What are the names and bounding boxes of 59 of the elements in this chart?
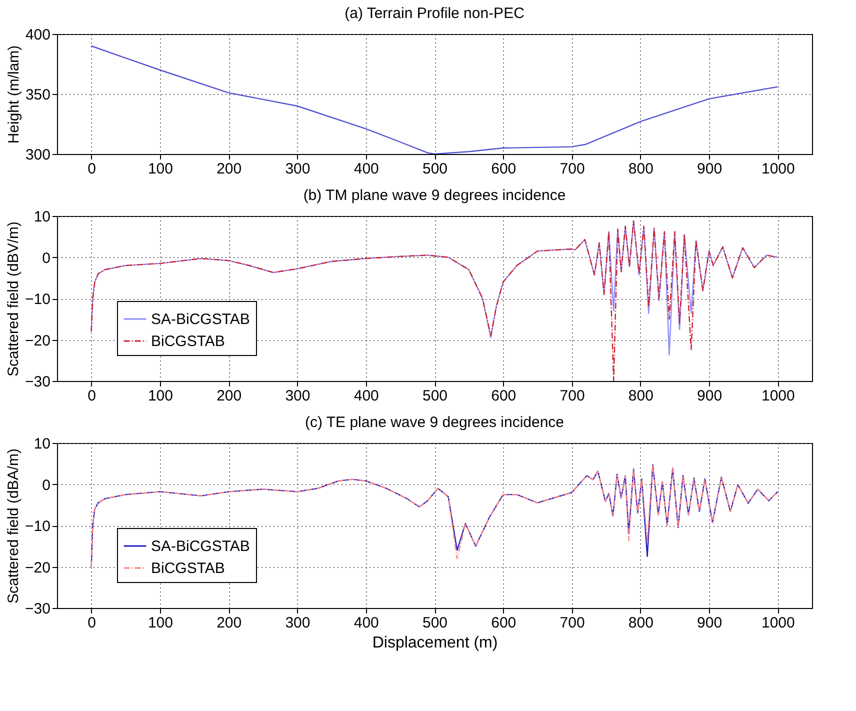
x-tick-label: 500: [422, 388, 448, 404]
x-tick-label: 1000: [761, 388, 795, 404]
x-tick-label: 800: [628, 160, 654, 178]
x-tick-label: 900: [697, 160, 722, 178]
y-tick-label: −10: [25, 518, 50, 535]
x-tick-label: 200: [216, 614, 242, 632]
x-tick-label: 0: [88, 388, 96, 404]
x-tick-label: 700: [560, 160, 585, 178]
x-tick-label: 600: [491, 388, 516, 404]
y-axis-title: Height (m/lam): [5, 45, 22, 144]
x-tick-label: 600: [491, 160, 516, 178]
y-tick-label: 0: [42, 250, 50, 267]
x-tick-label: 0: [88, 160, 96, 178]
x-tick-label: 800: [628, 388, 654, 404]
x-axis-title: Displacement (m): [372, 634, 498, 652]
chart-title: (a) Terrain Profile non-PEC: [344, 5, 525, 22]
legend-label: BiCGSTAB: [151, 333, 225, 350]
y-tick-label: −20: [25, 332, 50, 350]
x-tick-label: 100: [148, 614, 173, 632]
legend-label: SA-BiCGSTAB: [151, 311, 250, 328]
y-tick-label: 10: [34, 208, 50, 226]
x-tick-label: 500: [422, 614, 448, 632]
x-tick-label: 1000: [761, 614, 795, 632]
y-tick-label: 400: [25, 26, 50, 44]
y-axis-title: Scattered field (dBV/m): [5, 221, 22, 377]
x-tick-label: 600: [491, 614, 516, 632]
x-tick-label: 500: [422, 160, 448, 178]
y-tick-label: 350: [25, 86, 50, 104]
x-tick-label: 400: [354, 388, 379, 404]
x-tick-label: 300: [285, 614, 310, 632]
x-tick-label: 100: [148, 160, 173, 178]
y-tick-label: −30: [25, 600, 50, 618]
line-series: [90, 45, 778, 154]
y-tick-label: 300: [25, 146, 50, 164]
x-tick-label: 300: [285, 388, 310, 404]
y-tick-label: 0: [42, 476, 50, 494]
x-tick-label: 400: [354, 614, 379, 632]
y-axis-title: Scattered field (dBA/m): [5, 448, 22, 604]
x-tick-label: 700: [560, 388, 585, 404]
y-tick-label: 10: [34, 436, 50, 452]
x-tick-label: 800: [628, 614, 654, 632]
x-tick-label: 300: [285, 160, 310, 178]
x-tick-label: 0: [88, 614, 96, 632]
x-tick-label: 700: [560, 614, 585, 632]
line-series: [90, 220, 778, 381]
x-tick-label: 200: [216, 388, 242, 404]
x-tick-label: 1000: [761, 160, 795, 178]
chart-title: (c) TE plane wave 9 degrees incidence: [304, 414, 564, 431]
chart-title: (b) TM plane wave 9 degrees incidence: [303, 187, 566, 204]
legend-label: SA-BiCGSTAB: [151, 538, 250, 555]
x-tick-label: 200: [216, 160, 242, 178]
x-tick-label: 900: [697, 388, 722, 404]
y-tick-label: −10: [25, 291, 50, 308]
y-tick-label: −20: [25, 559, 50, 576]
x-tick-label: 100: [148, 388, 173, 404]
x-tick-label: 400: [354, 160, 379, 178]
legend-label: BiCGSTAB: [151, 560, 225, 577]
x-tick-label: 900: [697, 614, 722, 632]
y-tick-label: −30: [25, 374, 50, 390]
